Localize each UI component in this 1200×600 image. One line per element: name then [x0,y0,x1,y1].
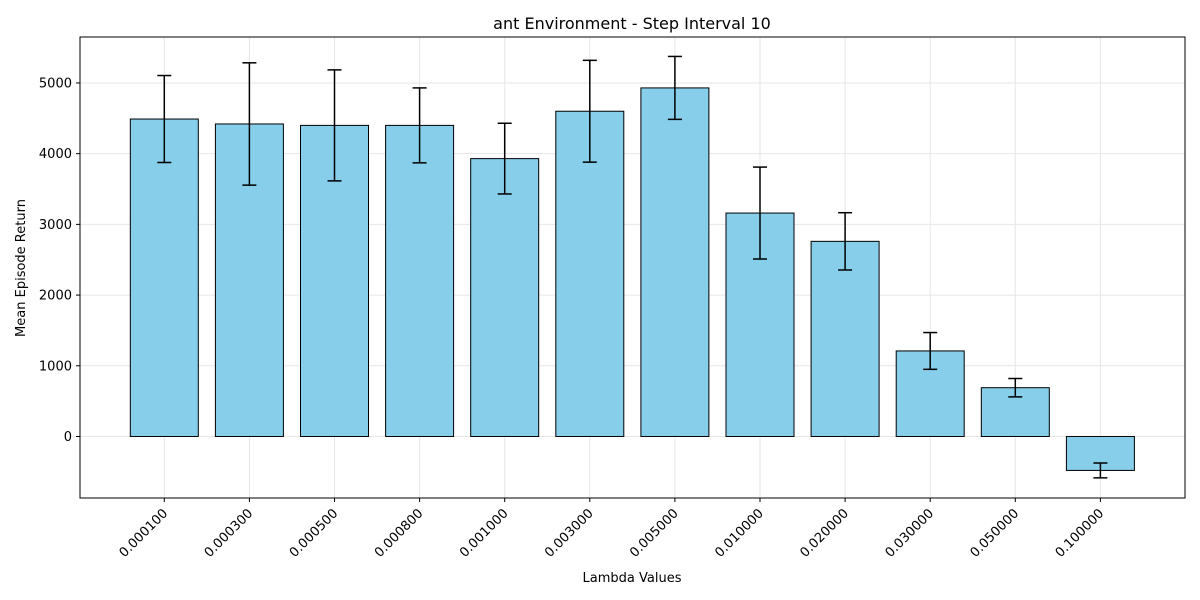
bar [1065,435,1135,471]
bar [555,110,625,437]
y-tick-label: 3000 [39,218,72,233]
y-tick-label: 5000 [39,76,72,91]
bar [810,240,880,437]
x-axis-label: Lambda Values [583,571,682,586]
y-tick-label: 1000 [39,359,72,374]
chart-title: ant Environment - Step Interval 10 [493,14,771,33]
bar [129,118,199,437]
y-axis-label: Mean Episode Return [14,199,29,337]
plot-frame [79,36,1186,499]
error-bars [157,55,1108,479]
y-axis-ticks: 0 1000 2000 3000 4000 5000 [39,76,80,445]
y-tick-label: 2000 [39,289,72,304]
bars [129,87,1135,471]
bar [385,124,455,437]
bar [640,87,710,437]
y-tick-label: 4000 [39,147,72,162]
y-tick-label: 0 [64,430,72,445]
bar [470,158,540,437]
